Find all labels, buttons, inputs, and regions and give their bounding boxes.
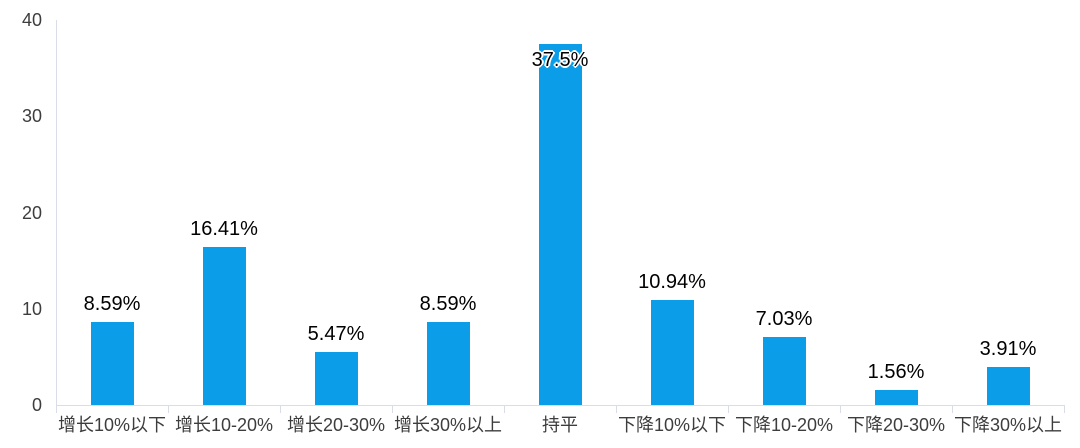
bar[interactable] xyxy=(202,247,246,405)
x-axis-category-label: 下降20-30% xyxy=(846,415,946,435)
bar[interactable] xyxy=(874,390,918,405)
x-axis-category-label: 增长20-30% xyxy=(286,415,386,435)
x-axis-category-label: 下降10%以下 xyxy=(617,415,727,435)
y-axis-line xyxy=(56,20,57,413)
x-axis-category-label: 下降10-20% xyxy=(734,415,834,435)
bar-value-label: 16.41% xyxy=(190,218,258,241)
x-axis-category-label: 下降30%以上 xyxy=(953,415,1063,435)
bar-value-label: 37.5% xyxy=(531,49,589,72)
x-axis-tick-mark xyxy=(1064,405,1065,413)
bar-value-label: 1.56% xyxy=(867,360,925,383)
bar-value-label: 8.59% xyxy=(83,293,141,316)
y-axis-tick-label: 0 xyxy=(31,395,42,415)
bar[interactable] xyxy=(538,44,582,405)
bar[interactable] xyxy=(762,337,806,405)
bar-value-label: 10.94% xyxy=(638,270,706,293)
x-axis-line xyxy=(56,405,1064,406)
bar-value-label: 5.47% xyxy=(307,323,365,346)
bar[interactable] xyxy=(986,367,1030,405)
x-axis-tick-mark xyxy=(168,405,169,413)
x-axis-tick-mark xyxy=(952,405,953,413)
x-axis-tick-mark xyxy=(616,405,617,413)
y-axis-tick-label: 30 xyxy=(21,106,42,127)
x-axis-tick-mark xyxy=(392,405,393,413)
bar[interactable] xyxy=(650,299,694,405)
y-axis-tick-label: 10 xyxy=(21,298,42,319)
bar[interactable] xyxy=(90,322,134,405)
x-axis-tick-mark xyxy=(728,405,729,413)
x-axis-category-label: 持平 xyxy=(542,415,578,435)
x-axis-tick-mark xyxy=(504,405,505,413)
y-axis-tick-label: 40 xyxy=(21,10,42,30)
bar-value-label: 7.03% xyxy=(755,308,813,331)
bar[interactable] xyxy=(314,352,358,405)
x-axis-tick-mark xyxy=(280,405,281,413)
x-axis-category-label: 增长30%以上 xyxy=(393,415,503,435)
x-axis-tick-mark xyxy=(840,405,841,413)
x-axis-category-label: 增长10%以下 xyxy=(57,415,167,435)
y-axis-tick-label: 20 xyxy=(21,202,42,223)
x-axis-category-label: 增长10-20% xyxy=(174,415,274,435)
bar-value-label: 3.91% xyxy=(979,338,1037,361)
bar-value-label: 8.59% xyxy=(419,293,477,316)
bar[interactable] xyxy=(426,322,470,405)
